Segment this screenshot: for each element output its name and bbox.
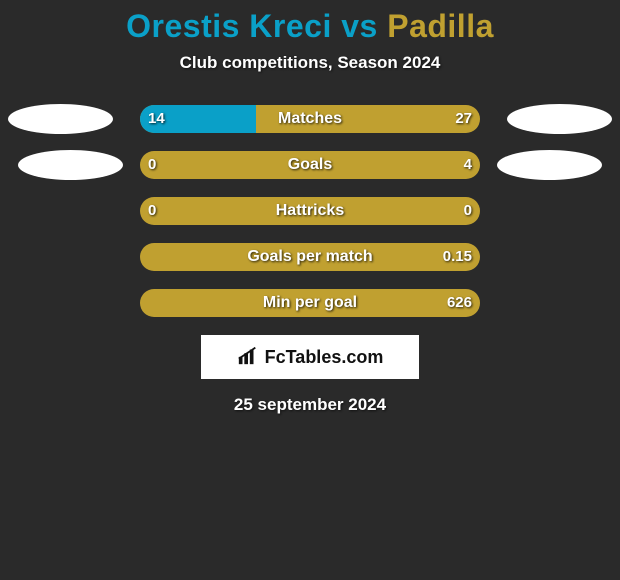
- stat-bar: Goals: [140, 151, 480, 179]
- stat-value-right: 626: [447, 289, 472, 317]
- stat-row: Matches14 27: [0, 105, 620, 133]
- stat-value-right: 4: [464, 151, 472, 179]
- stat-row: Goals per match0.15: [0, 243, 620, 271]
- stat-bar: Matches: [140, 105, 480, 133]
- vs-separator: vs: [332, 8, 387, 44]
- brand-text: FcTables.com: [265, 347, 384, 368]
- stat-label: Goals: [140, 151, 480, 179]
- stat-label: Min per goal: [140, 289, 480, 317]
- stat-label: Goals per match: [140, 243, 480, 271]
- stat-value-left: 0: [148, 151, 156, 179]
- page-title: Orestis Kreci vs Padilla: [0, 0, 620, 45]
- stat-row: Hattricks0 0: [0, 197, 620, 225]
- stat-bar: Hattricks: [140, 197, 480, 225]
- stat-row: Goals0 4: [0, 151, 620, 179]
- stat-bar: Min per goal: [140, 289, 480, 317]
- stat-label: Hattricks: [140, 197, 480, 225]
- stat-value-right: 27: [455, 105, 472, 133]
- stat-row: Min per goal626: [0, 289, 620, 317]
- stats-rows: Matches1427Goals04Hattricks00Goals per m…: [0, 105, 620, 317]
- brand-box[interactable]: FcTables.com: [201, 335, 419, 379]
- date-label: 25 september 2024: [0, 395, 620, 415]
- stat-value-left: 0: [148, 197, 156, 225]
- player-a-name: Orestis Kreci: [126, 8, 332, 44]
- flag-left: [18, 150, 123, 180]
- flag-left: [8, 104, 113, 134]
- player-b-name: Padilla: [387, 8, 494, 44]
- stat-bar: Goals per match: [140, 243, 480, 271]
- stat-value-right: 0.15: [443, 243, 472, 271]
- flag-right: [497, 150, 602, 180]
- stat-value-right: 0: [464, 197, 472, 225]
- subtitle: Club competitions, Season 2024: [0, 53, 620, 73]
- flag-right: [507, 104, 612, 134]
- stat-value-left: 14: [148, 105, 165, 133]
- brand-icon: [237, 344, 259, 371]
